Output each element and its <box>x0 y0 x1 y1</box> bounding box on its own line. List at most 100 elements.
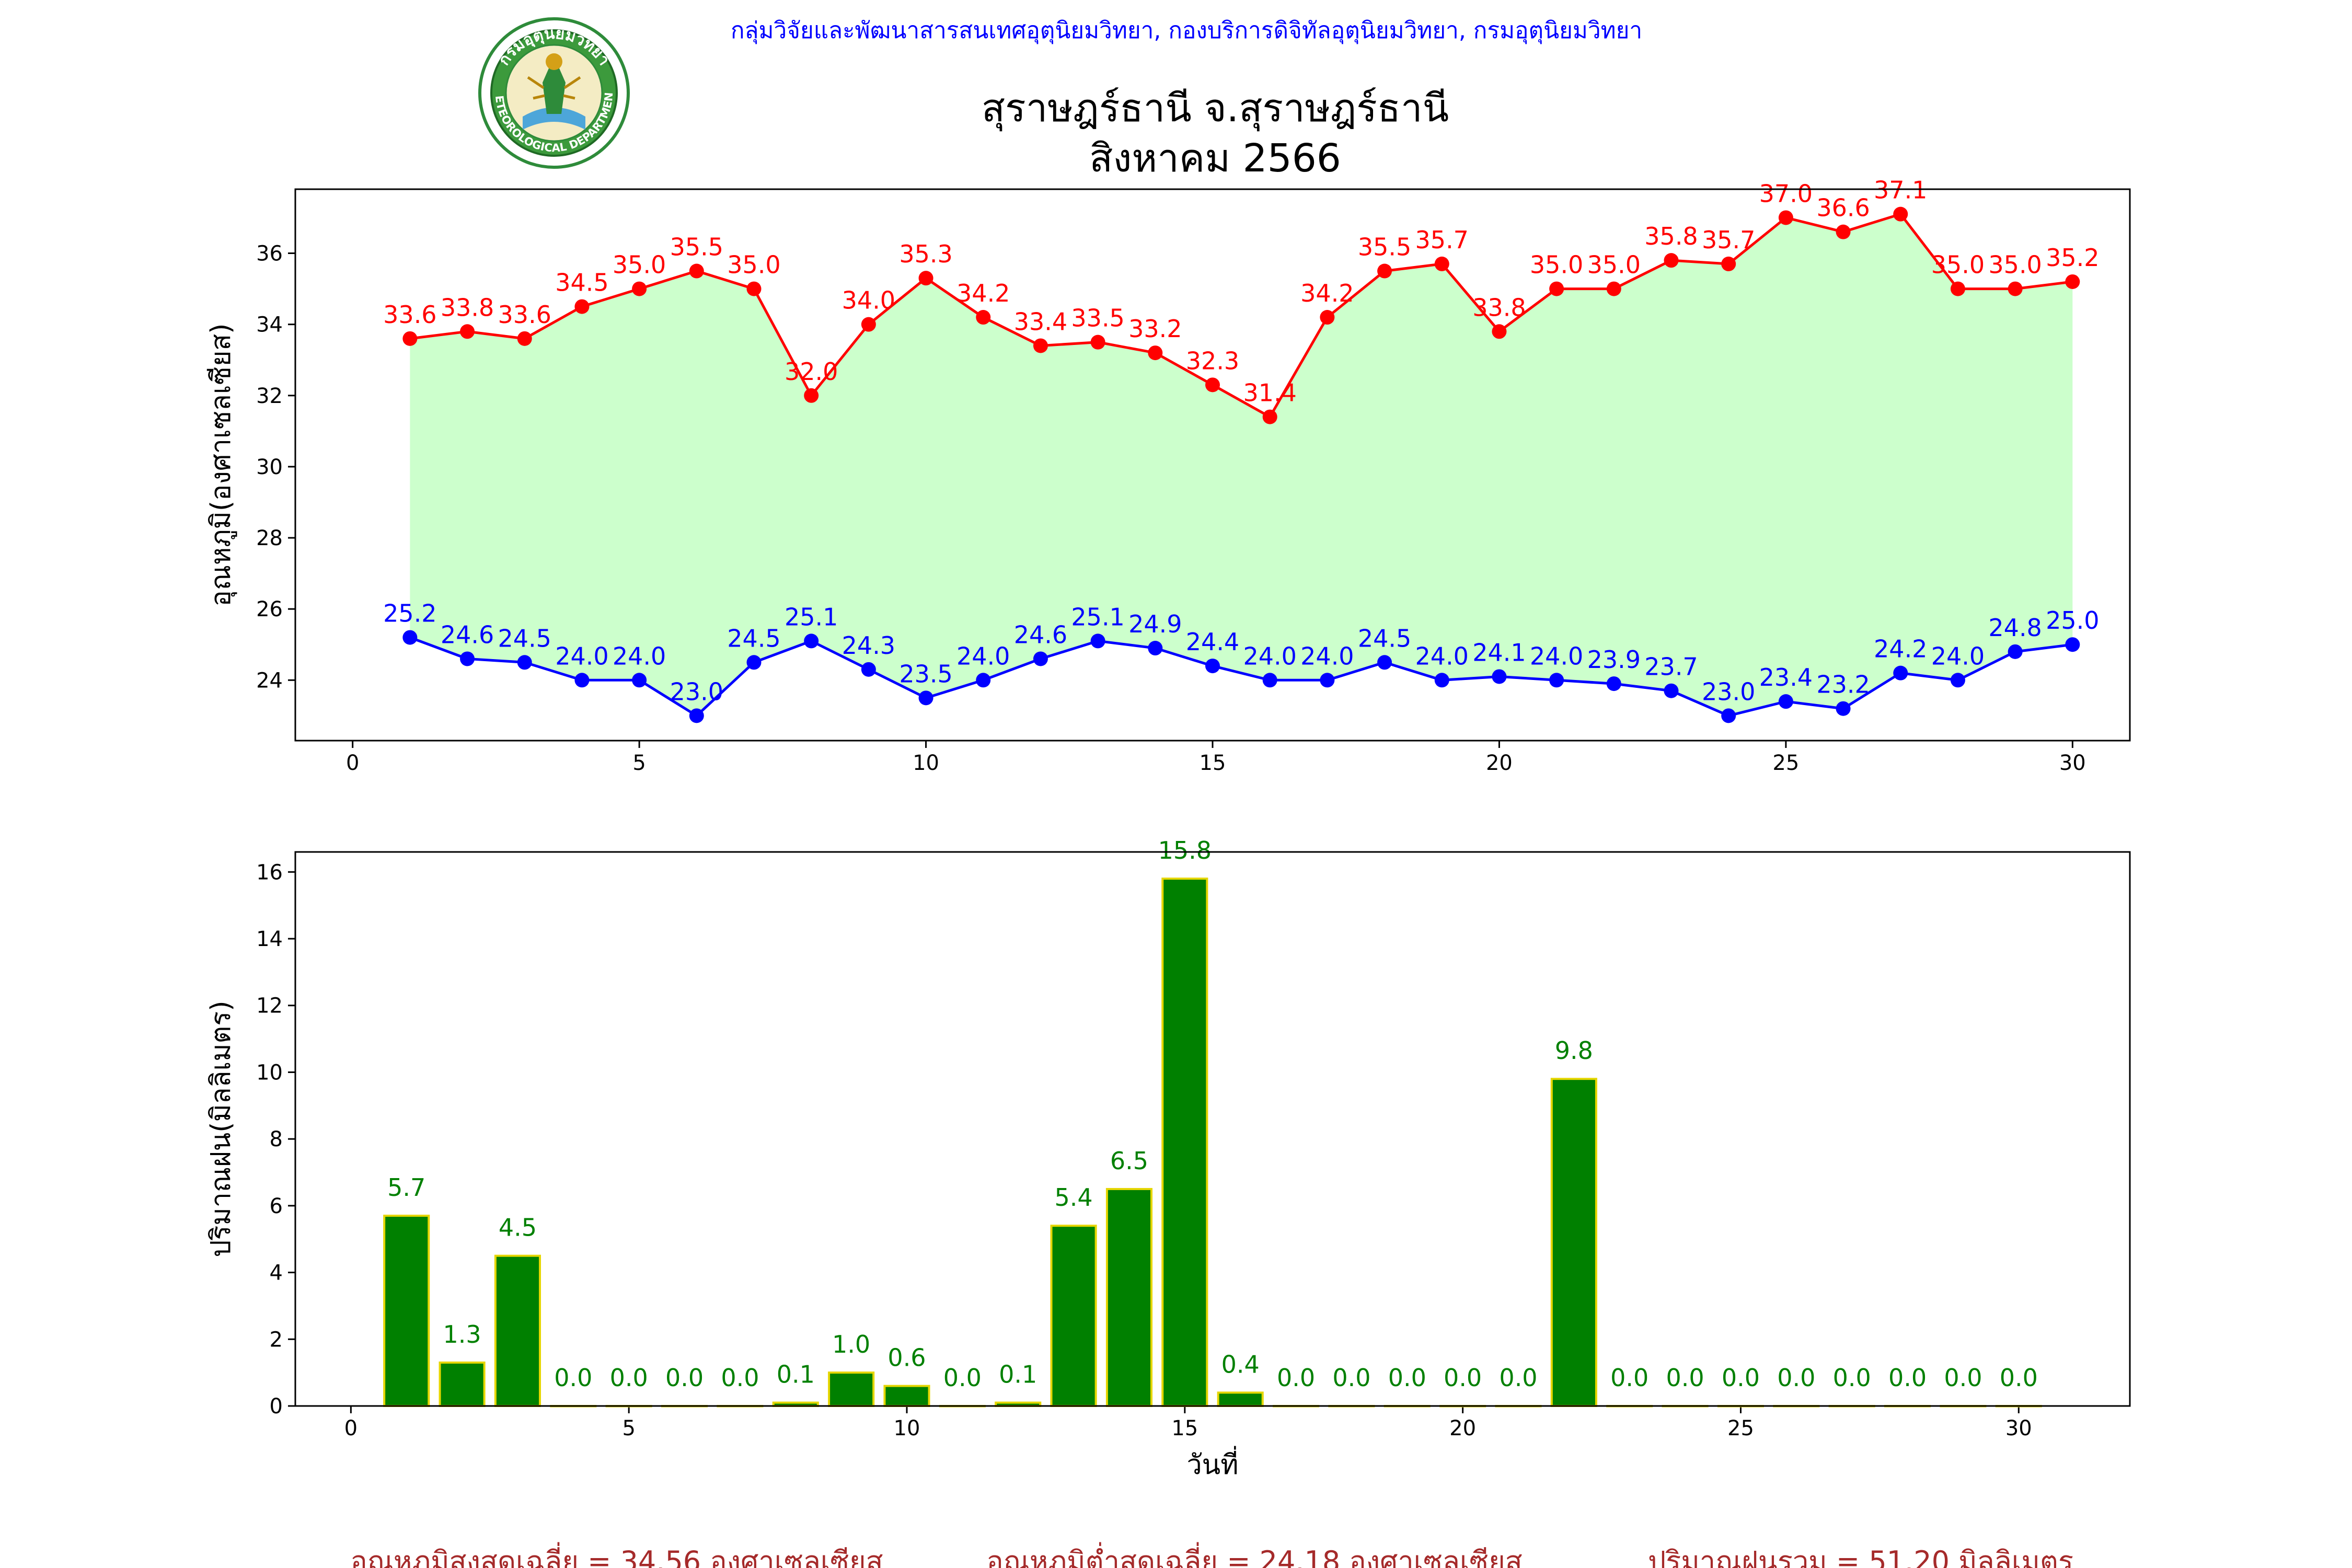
min-temperature-point <box>402 630 418 645</box>
x-axis-label: วันที่ <box>1186 1446 1238 1481</box>
max-temperature-label: 34.0 <box>842 286 895 315</box>
max-temperature-label: 35.5 <box>670 233 723 261</box>
max-temperature-point <box>861 317 876 332</box>
max-temperature-label: 33.5 <box>1071 304 1124 332</box>
rain-bar <box>1217 1391 1264 1407</box>
rain-bar-label: 6.5 <box>1110 1147 1148 1175</box>
max-temperature-point <box>1205 377 1220 393</box>
max-temperature-label: 32.0 <box>785 358 838 386</box>
max-temperature-point <box>804 388 819 403</box>
min-temperature-label: 24.0 <box>613 642 666 670</box>
max-temperature-point <box>1148 345 1163 361</box>
min-temperature-label: 24.6 <box>1014 620 1067 649</box>
max-temperature-label: 35.5 <box>1358 233 1411 261</box>
min-temperature-label: 24.1 <box>1472 638 1526 666</box>
min-temperature-label: 24.0 <box>1530 642 1583 670</box>
rain-bar <box>1050 1225 1097 1407</box>
min-temperature-label: 23.2 <box>1816 671 1870 699</box>
rain-bar-label: 15.8 <box>1158 836 1212 864</box>
y-tick-label: 36 <box>256 242 283 266</box>
min-temperature-point <box>804 633 819 649</box>
y-tick-label: 10 <box>256 1060 283 1085</box>
rain-bar-label: 0.0 <box>1722 1364 1760 1392</box>
title-line2: สิงหาคม 2566 <box>1089 136 1341 181</box>
max-temperature-point <box>1320 310 1335 325</box>
x-tick-label: 0 <box>346 751 359 775</box>
min-temperature-point <box>1205 659 1220 674</box>
min-temperature-point <box>1664 683 1679 698</box>
max-temperature-point <box>1950 281 1965 296</box>
min-temperature-label: 23.4 <box>1759 663 1813 691</box>
rain-bar-label: 5.7 <box>387 1173 425 1202</box>
max-temperature-point <box>976 310 991 325</box>
max-temperature-point <box>2065 274 2080 289</box>
max-temperature-point <box>1778 210 1793 225</box>
rain-bar <box>383 1215 430 1408</box>
x-tick-label: 20 <box>1486 751 1513 775</box>
min-temperature-label: 24.0 <box>1415 642 1469 670</box>
rain-bar-label: 0.0 <box>2000 1364 2038 1392</box>
y-tick-label: 26 <box>256 597 283 621</box>
y-tick-label: 28 <box>256 526 283 550</box>
max-temperature-label: 36.6 <box>1816 194 1870 222</box>
rain-bar-label: 4.5 <box>499 1214 537 1242</box>
temperature-range-fill <box>410 214 2073 716</box>
logo: กรมอุตุนิยมวิทยา METEOROLOGICAL DEPARTME… <box>478 17 630 169</box>
x-tick-label: 30 <box>2005 1416 2032 1440</box>
summary-rain-total: ปริมาณฝนรวม = 51.20 มิลลิเมตร <box>1648 1545 2073 1568</box>
min-temperature-label: 24.4 <box>1186 628 1239 656</box>
min-temperature-point <box>1778 694 1793 709</box>
y-tick-label: 2 <box>270 1328 283 1352</box>
y-tick-label: 8 <box>270 1127 283 1151</box>
max-temperature-label: 34.2 <box>956 279 1010 307</box>
min-temperature-point <box>1434 673 1449 688</box>
rain-bar <box>883 1385 930 1408</box>
min-temperature-point <box>1836 701 1851 716</box>
rain-bar-label: 0.4 <box>1221 1350 1260 1378</box>
y-axis-label: ปริมาณฝน(มิลลิเมตร) <box>205 1000 237 1257</box>
x-tick-label: 10 <box>913 751 939 775</box>
max-temperature-label: 33.4 <box>1014 307 1067 336</box>
x-tick-label: 10 <box>894 1416 920 1440</box>
max-temperature-label: 34.2 <box>1300 279 1354 307</box>
rain-bar-label: 1.0 <box>832 1330 870 1358</box>
rain-bar-label: 0.0 <box>1499 1364 1537 1392</box>
min-temperature-label: 25.0 <box>2046 606 2099 635</box>
min-temperature-point <box>2008 644 2023 659</box>
y-tick-label: 12 <box>256 994 283 1018</box>
summary-min-avg: อุณหภูมิต่ำสุดเฉลี่ย = 24.18 องศาเซลเซีย… <box>986 1542 1522 1568</box>
max-temperature-label: 35.0 <box>1530 251 1583 279</box>
min-temperature-point <box>746 655 762 670</box>
x-tick-label: 15 <box>1200 751 1226 775</box>
min-temperature-label: 24.0 <box>1300 642 1354 670</box>
max-temperature-point <box>1721 256 1736 271</box>
min-temperature-label: 25.2 <box>383 599 436 628</box>
max-temperature-point <box>402 331 418 346</box>
rainfall-panel: 0 5 10 15 20 25 30 0 2 4 6 8 10 12 14 16 ปริมาณฝน(มิลลิเ… <box>205 836 2131 1481</box>
x-tick-label: 25 <box>1772 751 1799 775</box>
rain-bar-label: 0.0 <box>1610 1364 1648 1392</box>
min-temperature-point <box>517 655 532 670</box>
rain-bar-label: 0.0 <box>1277 1364 1315 1392</box>
max-temperature-point <box>1434 256 1449 271</box>
min-temperature-label: 24.5 <box>1358 624 1411 652</box>
rain-bar <box>1105 1187 1153 1407</box>
min-temperature-label: 23.0 <box>670 677 723 706</box>
max-temperature-label: 34.5 <box>555 269 608 297</box>
max-temperature-label: 35.0 <box>727 251 780 279</box>
temperature-plot-frame <box>294 188 2131 742</box>
max-temperature-label: 31.4 <box>1243 379 1296 407</box>
min-temperature-point <box>1320 673 1335 688</box>
rain-bar-label: 0.0 <box>1944 1364 1982 1392</box>
max-temperature-label: 37.1 <box>1874 176 1927 204</box>
max-temperature-point <box>689 263 704 279</box>
y-tick-label: 30 <box>256 455 283 479</box>
min-temperature-label: 24.0 <box>555 642 608 670</box>
rain-bar-label: 0.6 <box>887 1344 926 1372</box>
summary-max-avg: อุณหภูมิสูงสุดเฉลี่ย = 34.56 องศาเซลเซีย… <box>350 1542 883 1568</box>
rain-bar-label: 1.3 <box>443 1320 481 1348</box>
min-temperature-label: 23.9 <box>1587 645 1641 674</box>
min-temperature-point <box>1721 708 1736 723</box>
temperature-panel: 0 5 10 15 20 25 30 24 26 28 30 32 34 36 อุณหภูมิ(องศาเ… <box>205 176 2131 775</box>
